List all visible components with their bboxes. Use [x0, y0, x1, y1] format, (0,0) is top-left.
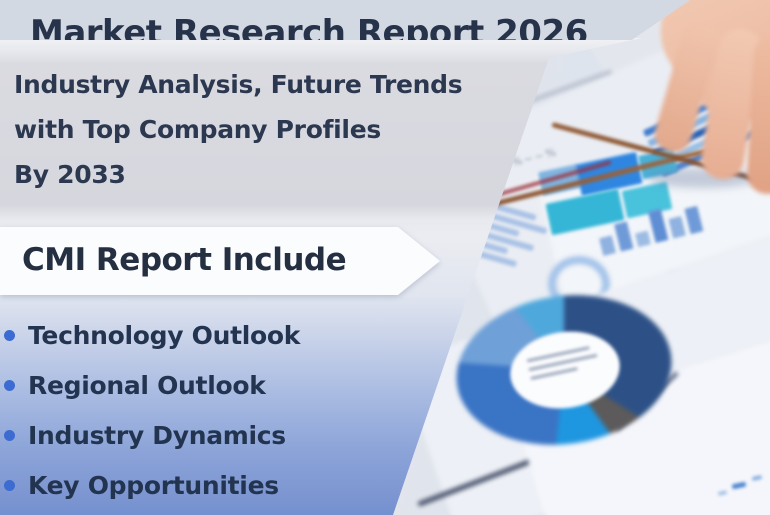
report-include-list: Technology Outlook Regional Outlook Indu…: [4, 310, 300, 510]
list-item-label: Regional Outlook: [28, 370, 266, 400]
list-item-label: Technology Outlook: [28, 320, 301, 350]
subtitle-line: By 2033: [14, 160, 126, 189]
cmi-report-ribbon: CMI Report Include: [0, 227, 440, 295]
list-item: Industry Dynamics: [4, 410, 300, 460]
subtitle-line: with Top Company Profiles: [14, 115, 381, 144]
list-item-label: Key Opportunities: [28, 470, 279, 500]
list-item-label: Industry Dynamics: [28, 420, 286, 450]
bullet-dot-icon: [4, 429, 15, 441]
bullet-dot-icon: [4, 329, 15, 341]
bullet-dot-icon: [4, 479, 15, 491]
ribbon-label: CMI Report Include: [22, 242, 347, 278]
subtitle-line: Industry Analysis, Future Trends: [14, 70, 463, 99]
list-item: Technology Outlook: [4, 310, 300, 360]
arrow-shape: [0, 227, 440, 295]
bullet-dot-icon: [4, 379, 15, 391]
title-banner: Market Research Report 2026: [0, 0, 690, 40]
list-item: Regional Outlook: [4, 360, 300, 410]
hand-shadow: [648, 168, 758, 188]
list-item: Key Opportunities: [4, 460, 300, 510]
page-title: Market Research Report 2026: [30, 12, 588, 40]
subtitle: Industry Analysis, Future Trends with To…: [14, 62, 463, 197]
